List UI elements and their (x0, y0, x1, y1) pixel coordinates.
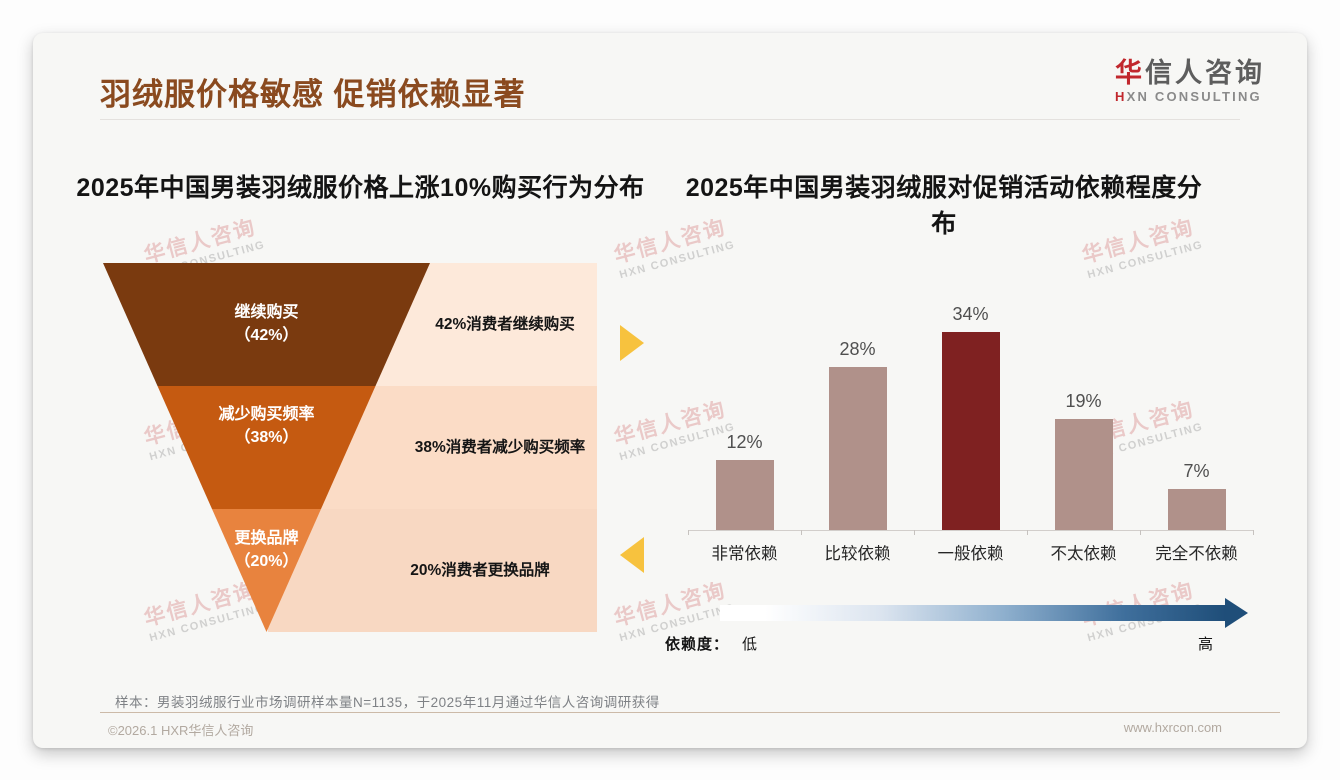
bar-chart: 12% 28% 34% 19% 7% (688, 295, 1253, 530)
funnel-note-text: 20%消费者更换品牌 (410, 561, 550, 579)
footer-copyright: ©2026.1 HXR华信人咨询 (108, 723, 254, 738)
x-axis-tick (1253, 530, 1254, 535)
funnel-stage-3-shape (212, 509, 321, 632)
funnel-stage-2-shape (157, 386, 376, 509)
sample-footnote: 样本：男装羽绒服行业市场调研样本量N=1135，于2025年11月通过华信人咨询… (115, 695, 660, 710)
bar-column: 12% (688, 432, 801, 530)
company-logo: 华信人咨询 HXN CONSULTING (1115, 58, 1265, 104)
funnel-shape (103, 263, 430, 632)
dependency-low-label: 低 (742, 636, 758, 653)
x-axis-tick (688, 530, 689, 535)
bar-category-label: 比较依赖 (824, 545, 891, 563)
funnel-stage-label: 减少购买频率 （38%） (218, 406, 315, 447)
dependency-scale-label: 依赖度： (665, 636, 730, 653)
logo-chinese: 华信人咨询 (1115, 58, 1265, 88)
bar-value-label: 28% (839, 339, 876, 359)
funnel-chart: 继续购买 （42%） 减少购买频率 （38%） 更换品牌 （20%） (103, 263, 430, 632)
bar-column: 19% (1027, 391, 1140, 530)
funnel-note-text: 38%消费者减少购买频率 (414, 438, 586, 456)
arrow-left-icon (620, 537, 644, 573)
bar-value-label: 7% (1183, 461, 1210, 481)
funnel-stage-1-shape (103, 263, 430, 386)
x-axis-tick (801, 530, 802, 535)
bar (715, 460, 774, 530)
bar-column: 7% (1140, 461, 1253, 530)
bar-column: 28% (801, 339, 914, 530)
dependency-high-label: 高 (1198, 636, 1214, 653)
logo-english: HXN CONSULTING (1115, 88, 1262, 104)
dependency-gradient-arrowhead (1225, 598, 1248, 628)
bar (1054, 419, 1113, 530)
funnel-stage-label: 继续购买 （42%） (234, 304, 299, 345)
bar (1167, 489, 1226, 530)
bar (828, 367, 887, 530)
bar-category-label: 一般依赖 (937, 545, 1004, 563)
slide-card: 羽绒服价格敏感 促销依赖显著 华信人咨询 HXN CONSULTING 华信人咨… (33, 33, 1307, 748)
dependency-gradient-arrow (720, 605, 1225, 621)
bar-category-label: 非常依赖 (711, 545, 778, 563)
x-axis (688, 530, 1254, 531)
x-axis-tick (1027, 530, 1028, 535)
x-axis-tick (1140, 530, 1141, 535)
funnel-note-text: 42%消费者继续购买 (435, 315, 575, 333)
bar-value-label: 19% (1065, 391, 1102, 411)
arrow-right-icon (620, 325, 644, 361)
bar-category-label: 完全不依赖 (1155, 545, 1238, 563)
x-axis-tick (914, 530, 915, 535)
bar-value-label: 34% (952, 304, 989, 324)
page-title: 羽绒服价格敏感 促销依赖显著 (100, 77, 526, 112)
footer-divider (100, 712, 1280, 713)
bar-value-label: 12% (726, 432, 763, 452)
funnel-note-row: 20%消费者更换品牌 (268, 509, 597, 632)
funnel-stage-label: 更换品牌 （20%） (234, 530, 299, 571)
title-divider (100, 119, 1240, 120)
bar-chart-title: 2025年中国男装羽绒服对促销活动依赖程度分布 (685, 174, 1203, 238)
bar-column: 34% (914, 304, 1027, 530)
bar (941, 332, 1000, 530)
footer-website: www.hxrcon.com (1123, 720, 1222, 735)
bar-category-label: 不太依赖 (1050, 545, 1117, 563)
funnel-chart-title: 2025年中国男装羽绒服价格上涨10%购买行为分布 (76, 174, 645, 202)
